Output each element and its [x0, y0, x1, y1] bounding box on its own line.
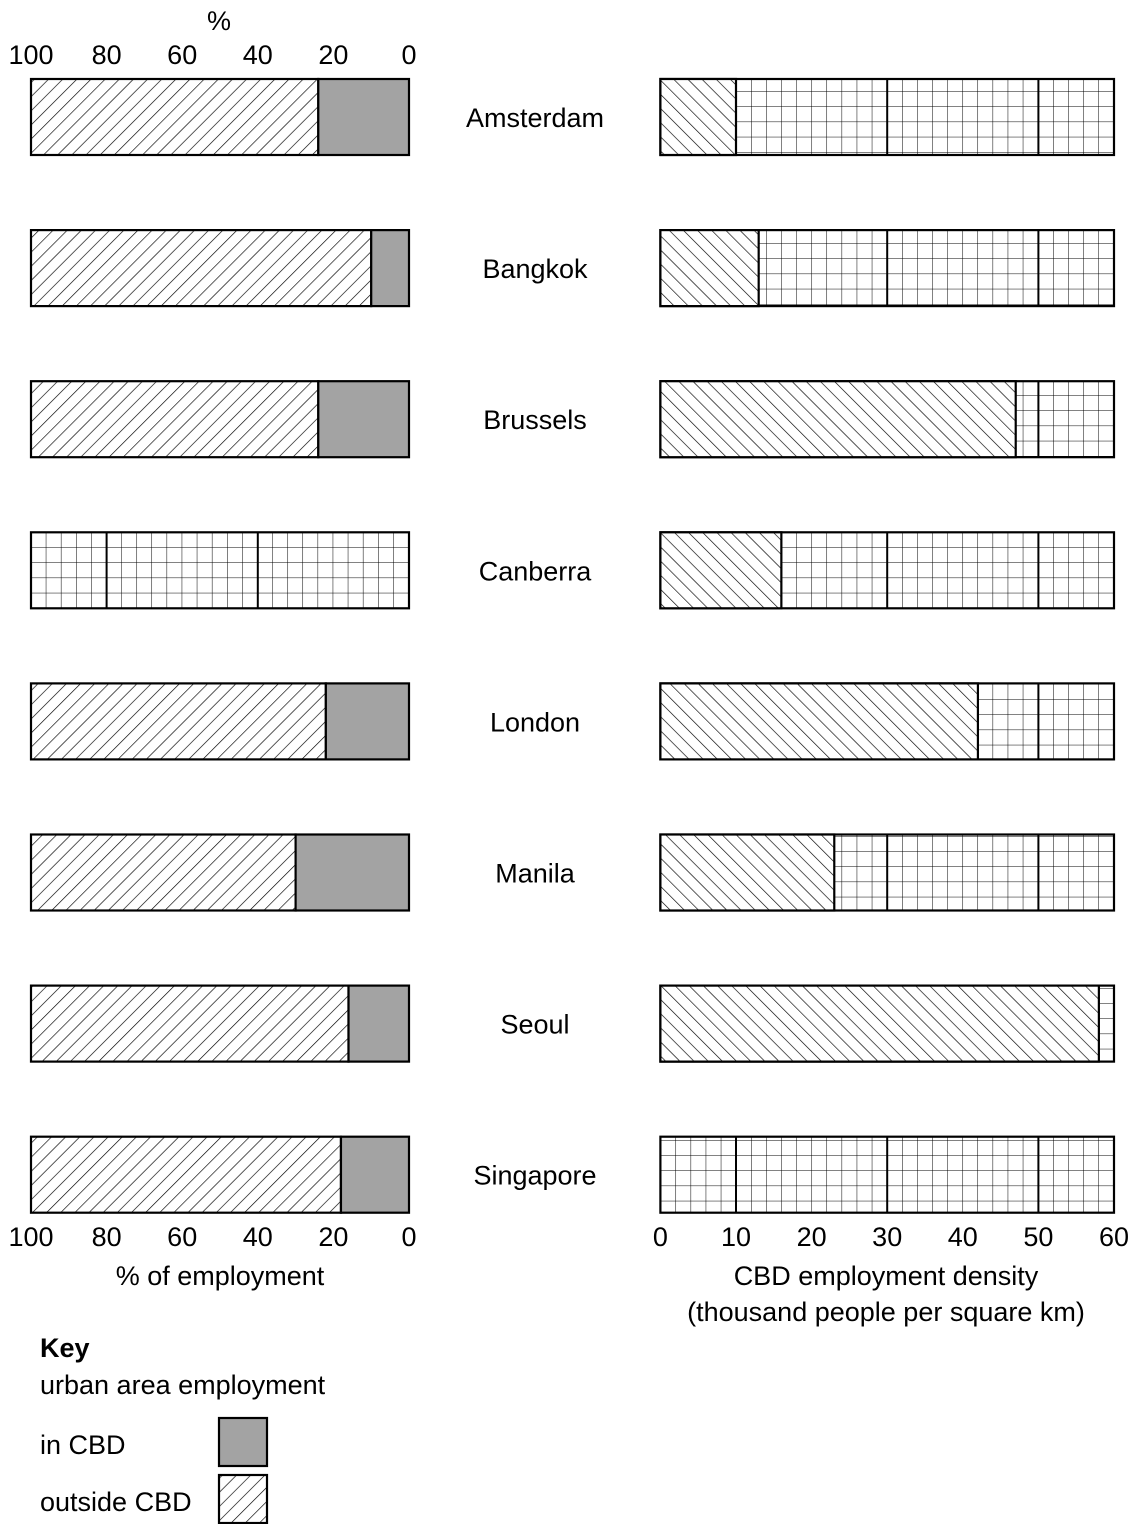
left-bar-outside-cbd-brussels — [29, 380, 320, 459]
right-bar-density-amsterdam — [659, 77, 738, 157]
left-top-tick-60: 60 — [167, 40, 197, 70]
left-bottom-tick-100: 100 — [8, 1222, 53, 1252]
left-bar-outside-cbd-amsterdam — [29, 77, 320, 157]
right-bar-density-brussels — [659, 380, 1017, 459]
left-bar-outside-cbd-manila — [29, 833, 297, 912]
left-top-tick-0: 0 — [401, 40, 416, 70]
left-top-tick-40: 40 — [243, 40, 273, 70]
left-top-tick-labels: 100 80 60 40 20 0 — [8, 40, 416, 70]
key-title: Key — [40, 1333, 90, 1363]
left-bottom-tick-labels: 100 80 60 40 20 0 — [8, 1222, 416, 1252]
right-bottom-tick-50: 50 — [1023, 1222, 1053, 1252]
right-bar-density-london — [659, 682, 980, 761]
left-bar-in-cbd-bangkok — [370, 229, 411, 308]
left-bar-in-cbd-brussels — [317, 380, 411, 459]
key-subtitle: urban area employment — [40, 1370, 326, 1400]
right-x-axis-label: CBD employment density — [734, 1261, 1039, 1291]
left-bar-outside-cbd-singapore — [29, 1135, 343, 1214]
city-label-brussels: Brussels — [483, 405, 587, 435]
left-top-tick-20: 20 — [318, 40, 348, 70]
city-label-amsterdam: Amsterdam — [466, 103, 604, 133]
left-chart-bars — [29, 77, 411, 1214]
left-bar-outside-cbd-london — [29, 682, 327, 761]
left-bar-in-cbd-manila — [294, 833, 411, 912]
left-bottom-tick-20: 20 — [318, 1222, 348, 1252]
right-chart-bars — [659, 77, 1116, 1214]
left-bottom-tick-0: 0 — [401, 1222, 416, 1252]
left-bottom-tick-40: 40 — [243, 1222, 273, 1252]
right-bar-density-canberra — [659, 531, 783, 610]
left-bar-no-data-canberra — [29, 531, 411, 610]
key-item-in-cbd-label: in CBD — [40, 1430, 126, 1460]
city-labels: Amsterdam Bangkok Brussels Canberra London Ma… — [466, 103, 604, 1191]
right-x-axis-label-line2: (thousand people per square km) — [687, 1297, 1085, 1327]
city-label-seoul: Seoul — [500, 1010, 569, 1040]
left-bar-in-cbd-seoul — [347, 984, 411, 1063]
left-bar-in-cbd-amsterdam — [317, 77, 411, 157]
city-label-bangkok: Bangkok — [482, 254, 588, 284]
key-item-in-cbd-swatch — [217, 1416, 269, 1468]
left-bar-outside-cbd-seoul — [29, 984, 350, 1063]
right-bottom-tick-40: 40 — [948, 1222, 978, 1252]
right-bar-density-manila — [659, 833, 836, 912]
right-bottom-tick-0: 0 — [653, 1222, 668, 1252]
left-bar-in-cbd-london — [324, 682, 411, 761]
left-bottom-tick-60: 60 — [167, 1222, 197, 1252]
key-item-outside-cbd-label: outside CBD — [40, 1487, 192, 1517]
right-bar-density-bangkok — [659, 229, 760, 308]
right-bottom-tick-30: 30 — [872, 1222, 902, 1252]
right-bottom-tick-labels: 0 10 20 30 40 50 60 — [653, 1222, 1129, 1252]
key-item-outside-cbd-swatch — [217, 1473, 269, 1524]
left-bar-in-cbd-singapore — [339, 1135, 411, 1214]
left-x-axis-label: % of employment — [116, 1261, 325, 1291]
right-bottom-tick-60: 60 — [1099, 1222, 1129, 1252]
left-top-tick-80: 80 — [92, 40, 122, 70]
city-label-manila: Manila — [495, 859, 576, 889]
left-top-tick-100: 100 — [8, 40, 53, 70]
key: Key urban area employment in CBD outside… — [40, 1333, 326, 1524]
city-label-singapore: Singapore — [473, 1161, 596, 1191]
city-label-canberra: Canberra — [479, 556, 593, 586]
left-top-axis-label: % — [207, 6, 231, 36]
right-bottom-tick-20: 20 — [797, 1222, 827, 1252]
left-bottom-tick-80: 80 — [92, 1222, 122, 1252]
city-label-london: London — [490, 707, 580, 737]
left-bar-outside-cbd-bangkok — [29, 229, 373, 308]
right-bar-density-seoul — [659, 984, 1100, 1063]
right-bottom-tick-10: 10 — [721, 1222, 751, 1252]
